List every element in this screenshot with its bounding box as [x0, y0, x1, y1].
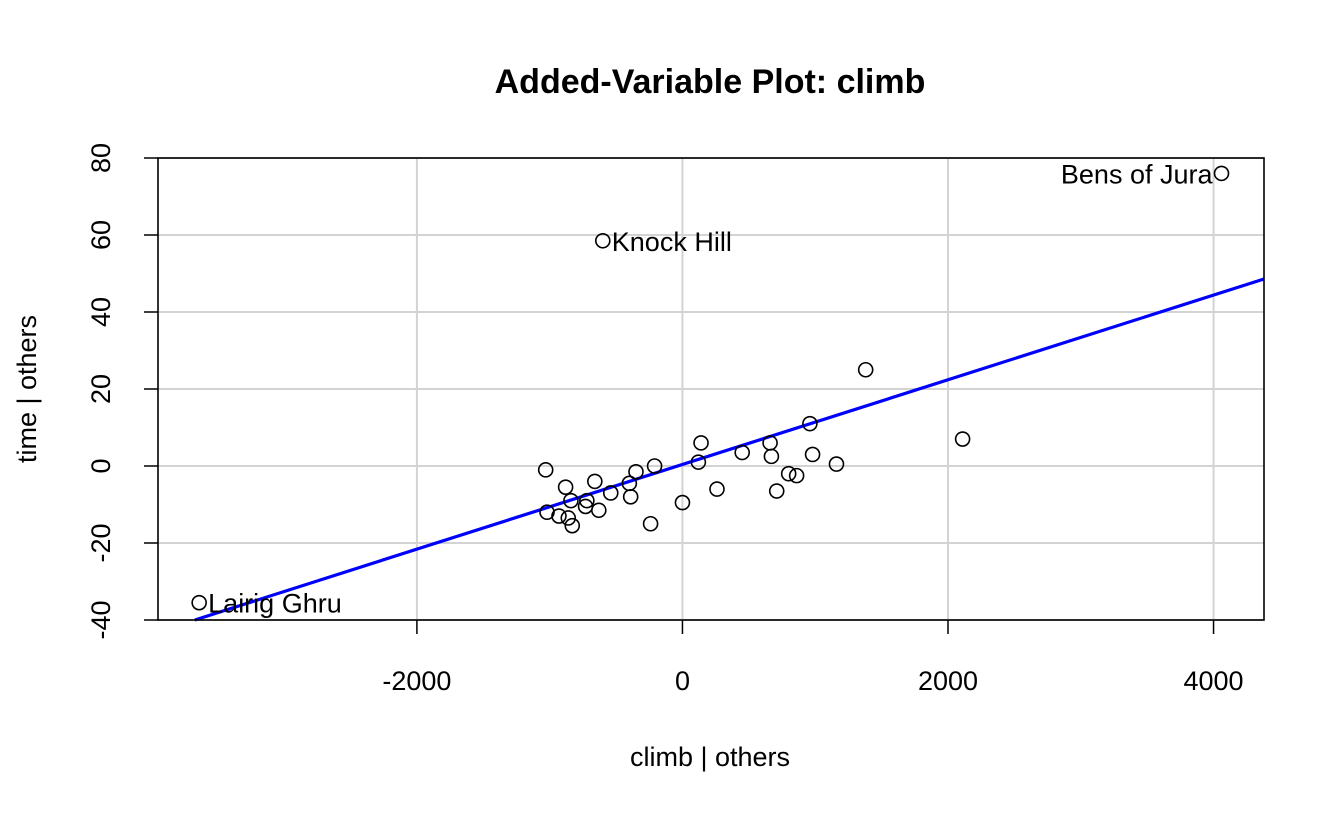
chart-title: Added-Variable Plot: climb [495, 63, 926, 101]
data-point [628, 463, 644, 480]
y-tick-label: -40 [86, 600, 116, 639]
x-tick-label: 4000 [1184, 666, 1244, 696]
y-tick-label: -20 [86, 523, 116, 562]
data-point [804, 446, 821, 463]
data-point [709, 481, 725, 497]
data-point [1213, 165, 1230, 182]
y-axis: -40 -20 0 20 40 60 80 [86, 143, 158, 640]
data-point [802, 415, 818, 432]
regression-line [194, 277, 1265, 622]
data-point [857, 361, 874, 378]
data-points [191, 165, 1230, 611]
data-point [674, 494, 691, 511]
y-tick-label: 60 [86, 220, 116, 250]
data-point [551, 508, 567, 524]
x-tick-label: -2000 [382, 666, 451, 696]
data-point [191, 594, 207, 611]
data-point [646, 458, 663, 474]
y-tick-label: 40 [86, 297, 116, 327]
x-tick-label: 2000 [918, 666, 978, 696]
data-point [780, 465, 797, 482]
y-tick-label: 0 [86, 458, 116, 473]
point-label: Lairig Ghru [208, 589, 342, 619]
y-axis-label: time | others [12, 315, 42, 463]
point-labels: Lairig Ghru Knock Hill Bens of Jura [208, 159, 1213, 618]
y-tick-label: 80 [86, 143, 116, 173]
point-label: Bens of Jura [1061, 159, 1214, 189]
x-axis: -2000 0 2000 4000 [382, 620, 1244, 696]
data-point [954, 431, 971, 447]
data-point [768, 483, 785, 499]
data-point [537, 462, 554, 478]
data-point [788, 467, 805, 484]
data-point [564, 517, 581, 534]
x-axis-label: climb | others [630, 742, 790, 772]
data-point [602, 485, 619, 501]
data-point [642, 515, 659, 532]
data-point [690, 454, 707, 470]
data-point [734, 444, 751, 461]
data-point [828, 456, 845, 472]
data-point [587, 473, 603, 490]
data-point [557, 479, 574, 495]
regression-line-group [194, 277, 1265, 622]
data-point [622, 488, 639, 505]
data-point [591, 502, 607, 519]
data-point [594, 232, 611, 249]
data-point [563, 492, 579, 509]
y-tick-label: 20 [86, 374, 116, 404]
data-point [579, 492, 595, 509]
point-label: Knock Hill [612, 227, 732, 257]
x-tick-label: 0 [675, 666, 690, 696]
data-point [693, 435, 709, 451]
data-point [560, 510, 577, 526]
data-point [763, 448, 780, 465]
